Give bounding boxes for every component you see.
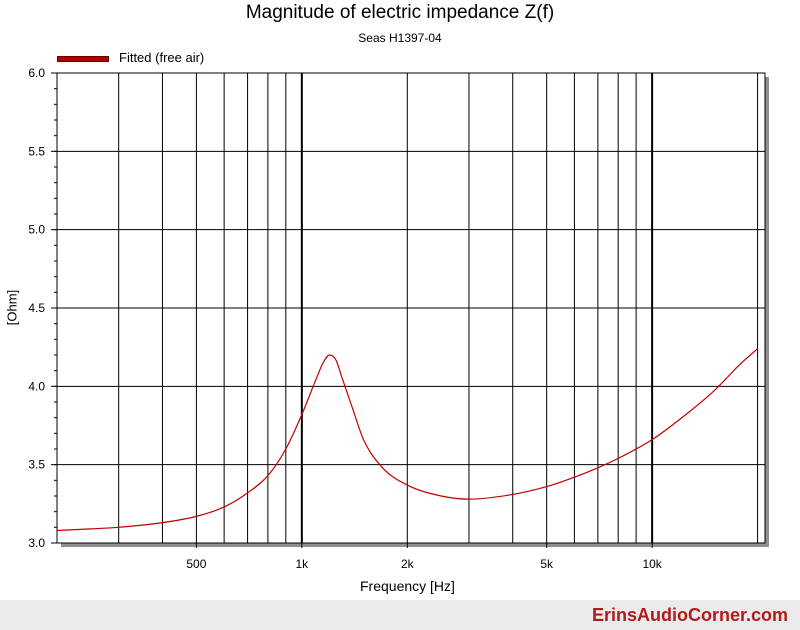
x-tick-label: 5k — [540, 557, 554, 571]
x-axis-label: Frequency [Hz] — [360, 578, 455, 594]
x-tick-label: 1k — [295, 557, 309, 571]
y-tick-labels: 3.0 3.5 4.0 4.5 5.0 5.5 6.0 — [28, 66, 57, 550]
legend: Fitted (free air) — [57, 50, 204, 65]
footer-brand: ErinsAudioCorner.com — [591, 605, 788, 625]
impedance-chart: 3.0 3.5 4.0 4.5 5.0 5.5 6.0 500 1k 2k 5k 10k — [28, 66, 769, 571]
y-tick-label: 3.5 — [28, 458, 45, 472]
y-axis-label: [Ohm] — [4, 289, 20, 326]
y-tick-label: 6.0 — [28, 66, 45, 80]
x-tick-labels: 500 1k 2k 5k 10k — [186, 543, 663, 571]
x-tick-label: 2k — [401, 557, 415, 571]
x-tick-label: 500 — [186, 557, 206, 571]
footer-bar: ErinsAudioCorner.com — [0, 600, 800, 630]
y-tick-label: 4.5 — [28, 301, 45, 315]
y-tick-label: 5.5 — [28, 144, 45, 158]
x-tick-label: 10k — [642, 557, 662, 571]
legend-swatch — [57, 55, 109, 62]
chart-subtitle: Seas H1397-04 — [358, 31, 442, 45]
legend-label: Fitted (free air) — [119, 50, 205, 65]
y-tick-label: 3.0 — [28, 536, 45, 550]
grid-lines — [57, 73, 765, 543]
y-tick-label: 4.0 — [28, 379, 45, 393]
series-group — [56, 348, 758, 532]
series-line — [56, 348, 758, 532]
y-tick-label: 5.0 — [28, 223, 45, 237]
chart-title: Magnitude of electric impedance Z(f) — [245, 2, 555, 23]
